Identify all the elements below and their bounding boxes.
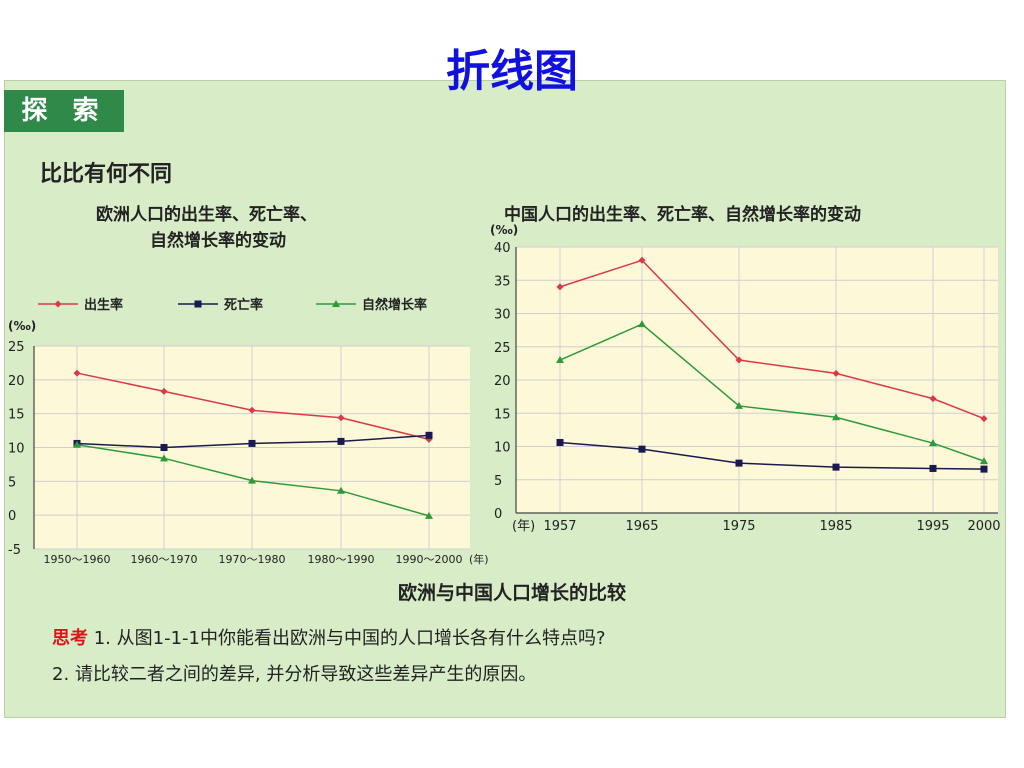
china-data-point [735, 459, 743, 467]
europe-data-point [248, 406, 256, 414]
china-x-unit-label: (年) [512, 519, 535, 534]
europe-data-point [337, 414, 345, 422]
china-data-point [735, 401, 743, 409]
europe-y-tick-label: 15 [8, 408, 25, 423]
europe-y-unit-label: (‰) [8, 319, 36, 333]
question-2: 2. 请比较二者之间的差异, 并分析导致这些差异产生的原因。 [52, 664, 537, 685]
china-x-tick-label: 1965 [625, 519, 658, 534]
europe-x-tick-label: 1970～1980 [219, 553, 286, 566]
legend-marker [54, 300, 62, 308]
question-1-text: 1. 从图1-1-1中你能看出欧洲与中国的人口增长各有什么特点吗? [93, 628, 606, 649]
china-y-tick-label: 35 [494, 274, 511, 289]
china-y-tick-label: 0 [494, 507, 502, 522]
europe-data-point [337, 486, 345, 494]
europe-data-point [337, 437, 345, 445]
china-data-point [980, 465, 988, 473]
legend-marker [332, 300, 340, 307]
china-data-point [929, 395, 937, 403]
china-data-point [980, 457, 988, 465]
europe-x-tick-label: 1980～1990 [308, 553, 375, 566]
china-y-tick-label: 25 [494, 341, 511, 356]
europe-x-tick-label: 1990～2000 [396, 553, 463, 566]
china-data-point [832, 413, 840, 421]
china-data-point [556, 439, 564, 447]
question-lead: 思考 [52, 628, 88, 649]
europe-data-point [248, 439, 256, 447]
europe-data-point [73, 369, 81, 377]
china-chart-title: 中国人口的出生率、死亡率、自然增长率的变动 [504, 205, 861, 225]
china-y-tick-label: 5 [494, 474, 502, 489]
china-data-point [638, 256, 646, 264]
legend-label: 出生率 [84, 297, 123, 313]
europe-chart-title-line2: 自然增长率的变动 [150, 231, 286, 251]
europe-data-point [160, 387, 168, 395]
europe-chart-title-line1: 欧洲人口的出生率、死亡率、 [96, 205, 317, 225]
europe-y-tick-label: -5 [8, 543, 21, 558]
europe-x-unit-label: (年) [469, 552, 489, 566]
china-data-point [638, 445, 646, 453]
china-data-point [735, 356, 743, 364]
china-x-tick-label: 1957 [543, 519, 576, 534]
china-y-tick-label: 20 [494, 374, 511, 389]
china-series-line [559, 323, 985, 462]
china-data-point [556, 283, 564, 291]
legend-label: 自然增长率 [362, 297, 427, 313]
china-x-tick-label: 2000 [967, 519, 1000, 534]
china-series-line [559, 259, 985, 420]
china-y-tick-label: 30 [494, 308, 511, 323]
explore-tag: 探 索 [4, 90, 124, 132]
china-y-tick-label: 40 [494, 241, 511, 256]
europe-y-tick-label: 0 [8, 509, 16, 524]
europe-data-point [160, 454, 168, 462]
china-series-line [559, 441, 985, 470]
china-x-tick-label: 1995 [916, 519, 949, 534]
europe-data-point [160, 444, 168, 451]
china-y-unit-label: (‰) [490, 223, 518, 237]
europe-y-tick-label: 25 [8, 340, 25, 355]
china-data-point [832, 369, 840, 377]
slide-title: 折线图 [446, 46, 578, 97]
china-y-tick-label: 10 [494, 441, 511, 456]
legend-label: 死亡率 [224, 297, 263, 313]
europe-x-tick-label: 1950～1960 [44, 553, 111, 566]
europe-data-point [248, 476, 256, 484]
china-data-point [556, 356, 564, 364]
europe-y-tick-label: 20 [8, 374, 25, 389]
china-data-point [832, 463, 840, 471]
china-data-point [929, 439, 937, 447]
legend-marker [194, 300, 202, 308]
europe-data-point [425, 431, 433, 439]
europe-y-tick-label: 5 [8, 475, 16, 490]
china-x-tick-label: 1975 [722, 519, 755, 534]
europe-data-point [425, 511, 433, 519]
question-1: 思考 1. 从图1-1-1中你能看出欧洲与中国的人口增长各有什么特点吗? [52, 624, 606, 650]
figure-caption: 欧洲与中国人口增长的比较 [397, 582, 626, 604]
china-y-tick-label: 15 [494, 407, 511, 422]
china-data-point [929, 464, 937, 472]
europe-x-tick-label: 1960～1970 [131, 553, 198, 566]
china-data-point [638, 320, 646, 328]
europe-data-point [73, 440, 81, 448]
section-subtitle: 比比有何不同 [40, 162, 173, 187]
china-data-point [980, 415, 988, 423]
china-x-tick-label: 1985 [819, 519, 852, 534]
europe-y-tick-label: 10 [8, 442, 25, 457]
